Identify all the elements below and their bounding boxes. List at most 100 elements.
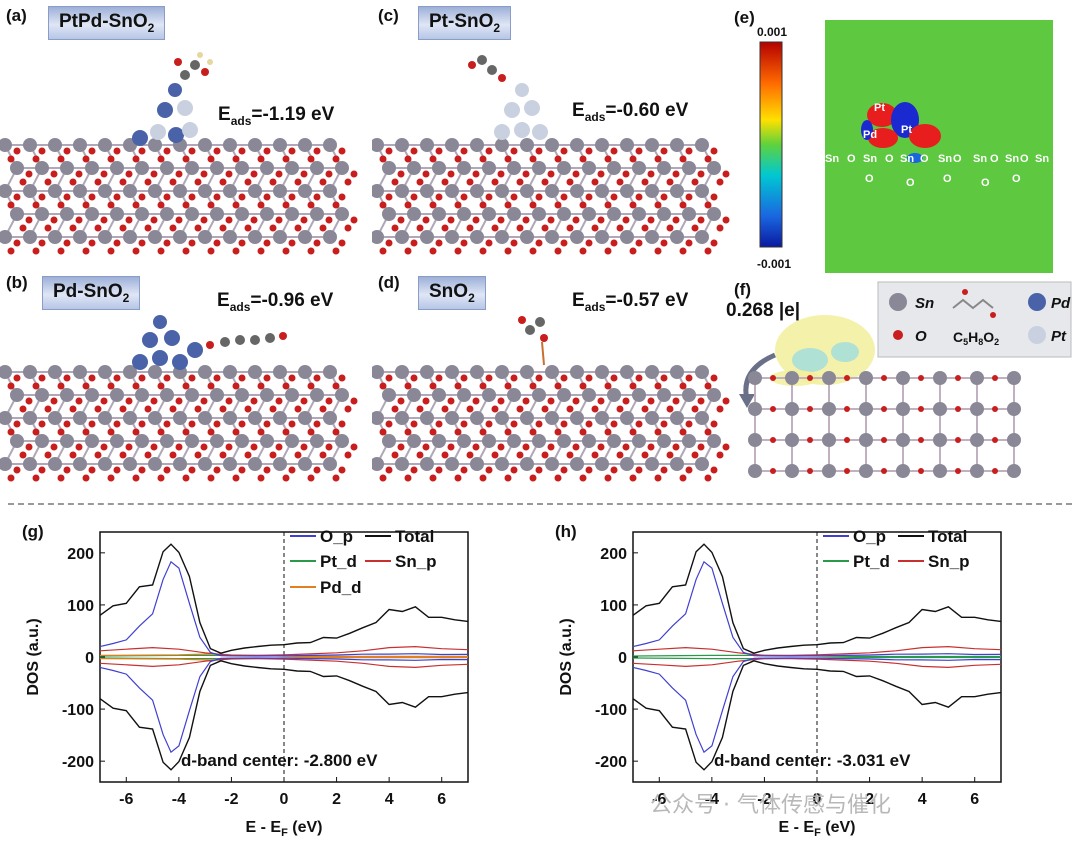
o-atom bbox=[597, 443, 605, 451]
panel-label-e: (e) bbox=[734, 8, 755, 27]
o-atom bbox=[257, 201, 265, 209]
o-atom bbox=[660, 374, 668, 382]
o-atom bbox=[429, 201, 437, 209]
o-atom bbox=[19, 178, 27, 186]
sn-atom bbox=[532, 388, 546, 402]
sn-atom bbox=[520, 230, 534, 244]
o-atom bbox=[282, 474, 290, 482]
o-atom bbox=[722, 443, 730, 451]
o-atom bbox=[955, 406, 961, 412]
o-atom bbox=[547, 216, 555, 224]
sn-atom bbox=[248, 138, 262, 152]
sn-atom bbox=[607, 388, 621, 402]
o-mark: O bbox=[865, 173, 874, 185]
panel-c-title-sub: 2 bbox=[493, 20, 501, 35]
sn-atom bbox=[335, 434, 349, 448]
o-atom bbox=[385, 420, 393, 428]
o-atom bbox=[460, 420, 468, 428]
o-atom bbox=[416, 451, 424, 459]
o-atom bbox=[325, 216, 333, 224]
legend-label: Pd_d bbox=[320, 578, 362, 597]
sn-atom bbox=[822, 433, 836, 447]
o-atom bbox=[313, 193, 321, 201]
sn-atom bbox=[248, 457, 262, 471]
colorbar-min: -0.001 bbox=[757, 257, 791, 271]
o-atom bbox=[119, 224, 127, 232]
sn-atom bbox=[470, 184, 484, 198]
o-atom bbox=[207, 382, 215, 390]
o-atom bbox=[554, 155, 562, 163]
o-atom bbox=[541, 178, 549, 186]
sn-atom bbox=[298, 457, 312, 471]
legend-label: O_p bbox=[853, 527, 886, 546]
o-atom bbox=[32, 428, 40, 436]
o-atom bbox=[213, 466, 221, 474]
o-atom bbox=[38, 193, 46, 201]
o-atom bbox=[244, 451, 252, 459]
o-atom bbox=[32, 201, 40, 209]
sn-atom bbox=[123, 411, 137, 425]
o-atom bbox=[554, 382, 562, 390]
o-atom bbox=[844, 437, 850, 443]
x-tick-label: 0 bbox=[813, 791, 822, 808]
sn-atom bbox=[248, 230, 262, 244]
sn-atom bbox=[933, 433, 947, 447]
panel-b-eads: Eads=-0.96 eV bbox=[217, 290, 333, 314]
o-atom bbox=[560, 193, 568, 201]
o-atom bbox=[704, 155, 712, 163]
sn-atom bbox=[695, 457, 709, 471]
sn-atom bbox=[482, 207, 496, 221]
o-atom bbox=[57, 474, 65, 482]
sn-atom bbox=[10, 388, 24, 402]
o-atom bbox=[716, 224, 724, 232]
o-atom bbox=[647, 170, 655, 178]
o-atom bbox=[610, 239, 618, 247]
o-atom bbox=[313, 420, 321, 428]
o-atom bbox=[716, 178, 724, 186]
o-atom bbox=[535, 147, 543, 155]
eads-value: =-1.19 eV bbox=[251, 104, 335, 125]
o-atom bbox=[132, 201, 140, 209]
o-atom bbox=[182, 428, 190, 436]
o-atom bbox=[338, 147, 346, 155]
o-atom bbox=[460, 147, 468, 155]
series-sn-p-down bbox=[632, 658, 1002, 669]
o-atom bbox=[992, 375, 998, 381]
snO2-slab-a bbox=[0, 138, 358, 255]
o-atom bbox=[844, 468, 850, 474]
sn-atom bbox=[85, 388, 99, 402]
sn-atom bbox=[285, 388, 299, 402]
o-atom bbox=[263, 147, 271, 155]
o-atom bbox=[213, 193, 221, 201]
panel-e-charge-map: 0.001 -0.001 Pt Pt Pd Sn O Sn O Sn O Sn O Sn O Sn O… bbox=[757, 20, 1053, 273]
sn-atom bbox=[260, 434, 274, 448]
sn-atom bbox=[632, 434, 646, 448]
o-atom bbox=[163, 239, 171, 247]
o-atom bbox=[710, 466, 718, 474]
o-atom bbox=[881, 406, 887, 412]
sn-atom bbox=[110, 388, 124, 402]
o-atom bbox=[300, 170, 308, 178]
sn-atom bbox=[323, 457, 337, 471]
panel-a-eads: Eads=-1.19 eV bbox=[218, 104, 334, 128]
sn-atom bbox=[570, 365, 584, 379]
o-atom bbox=[635, 420, 643, 428]
o-atom bbox=[404, 247, 412, 255]
o-atom bbox=[282, 155, 290, 163]
sn-atom bbox=[135, 434, 149, 448]
o-atom bbox=[63, 239, 71, 247]
sn-atom bbox=[785, 433, 799, 447]
o-atom bbox=[57, 428, 65, 436]
o-atom bbox=[479, 155, 487, 163]
sn-atom bbox=[582, 161, 596, 175]
o-atom bbox=[691, 178, 699, 186]
sn-atom bbox=[23, 365, 37, 379]
o-atom bbox=[82, 155, 90, 163]
o-atom bbox=[200, 443, 208, 451]
o-atom bbox=[807, 406, 813, 412]
sn-atom bbox=[260, 161, 274, 175]
o-atom bbox=[918, 375, 924, 381]
sn-atom bbox=[695, 138, 709, 152]
o-atom bbox=[654, 382, 662, 390]
o-atom bbox=[472, 216, 480, 224]
